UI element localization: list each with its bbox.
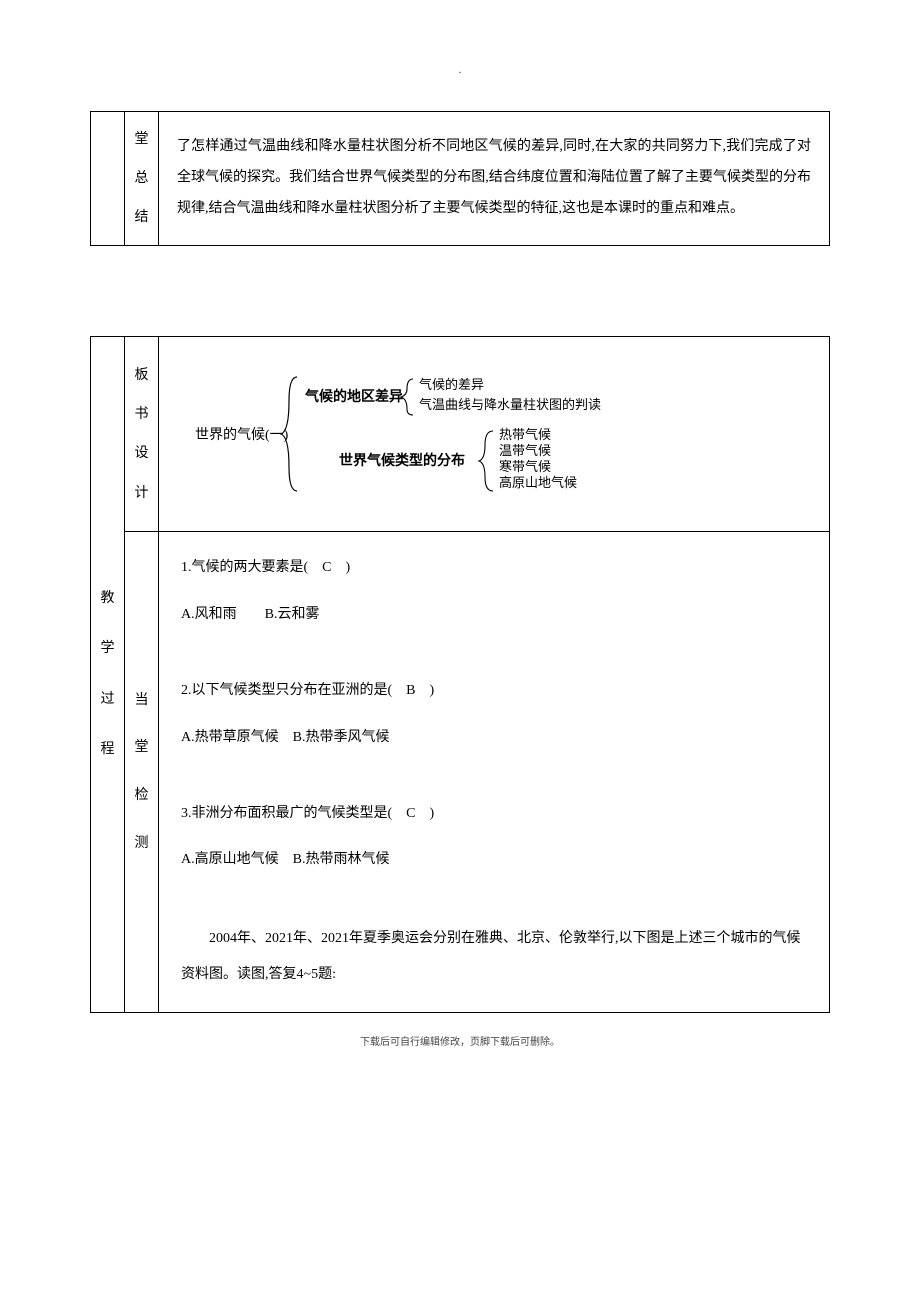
quiz-q1-opts: A.风和雨 B.云和雾 <box>181 597 807 633</box>
quiz-passage: 2004年、2021年、2021年夏季奥运会分别在雅典、北京、伦敦举行,以下图是… <box>181 921 807 994</box>
summary-table: 堂 总 结 了怎样通过气温曲线和降水量柱状图分析不同地区气候的差异,同时,在大家… <box>90 111 830 247</box>
diagram-b1-c1: 气候的差异 <box>419 377 484 392</box>
summary-left-empty <box>91 111 125 246</box>
label-char: 堂 <box>129 724 154 772</box>
label-char: 程 <box>95 725 120 775</box>
quiz-q1: 1.气候的两大要素是( C ) <box>181 550 807 586</box>
quiz-cell: 1.气候的两大要素是( C ) A.风和雨 B.云和雾 2.以下气候类型只分布在… <box>159 532 830 1012</box>
quiz-q3: 3.非洲分布面积最广的气候类型是( C ) <box>181 796 807 832</box>
diagram-b1-c2: 气温曲线与降水量柱状图的判读 <box>419 397 601 412</box>
main-table: 教 学 过 程 板 书 设 计 世界的气候(一) 气候的地区差异 <box>90 336 830 1012</box>
label-char: 板 <box>129 356 154 395</box>
label-char: 总 <box>129 159 154 198</box>
label-char: 结 <box>129 198 154 237</box>
label-char: 学 <box>95 624 120 674</box>
label-char: 计 <box>129 474 154 513</box>
row1-label: 板 书 设 计 <box>125 337 159 532</box>
label-char: 过 <box>95 675 120 725</box>
label-char: 测 <box>129 820 154 868</box>
diagram-branch2: 世界气候类型的分布 <box>339 452 465 469</box>
label-char: 堂 <box>129 120 154 159</box>
label-char: 设 <box>129 434 154 473</box>
label-char: 教 <box>95 574 120 624</box>
bracket-diagram-svg: 世界的气候(一) 气候的地区差异 气候的差异 气温曲线与降水量柱状图的判读 世界… <box>189 359 749 509</box>
page-footer: 下载后可自行编辑修改，页脚下载后可删除。 <box>90 1033 830 1052</box>
label-char: 当 <box>129 677 154 725</box>
row2-label: 当 堂 检 测 <box>125 532 159 1012</box>
quiz-q2-opts: A.热带草原气候 B.热带季风气候 <box>181 720 807 756</box>
diagram-root: 世界的气候(一) <box>195 427 289 443</box>
label-char: 检 <box>129 772 154 820</box>
summary-section-label: 堂 总 结 <box>125 111 159 246</box>
diagram-b2-c2: 温带气候 <box>499 443 551 458</box>
board-design-diagram: 世界的气候(一) 气候的地区差异 气候的差异 气温曲线与降水量柱状图的判读 世界… <box>159 337 830 532</box>
left-col-label: 教 学 过 程 <box>91 337 125 1012</box>
quiz-q2: 2.以下气候类型只分布在亚洲的是( B ) <box>181 673 807 709</box>
summary-text: 了怎样通过气温曲线和降水量柱状图分析不同地区气候的差异,同时,在大家的共同努力下… <box>159 111 830 246</box>
page-header-dot: . <box>90 60 830 81</box>
label-char: 书 <box>129 395 154 434</box>
quiz-q3-opts: A.高原山地气候 B.热带雨林气候 <box>181 842 807 878</box>
diagram-b2-c4: 高原山地气候 <box>499 475 577 490</box>
brace-3 <box>479 431 493 491</box>
diagram-b2-c3: 寒带气候 <box>499 459 551 474</box>
diagram-b2-c1: 热带气候 <box>499 427 551 442</box>
diagram-branch1: 气候的地区差异 <box>304 388 403 405</box>
